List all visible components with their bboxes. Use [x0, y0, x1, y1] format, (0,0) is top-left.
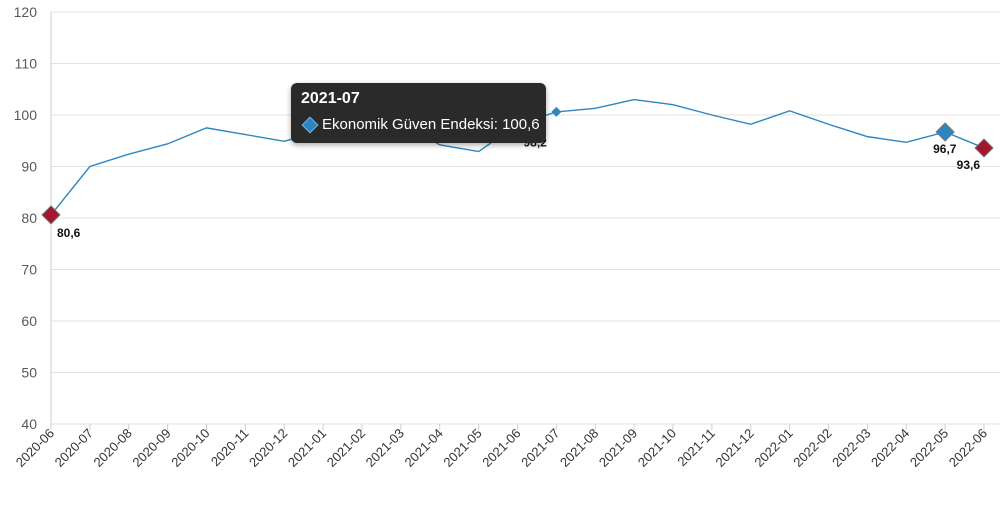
- x-tick-label: 2021-10: [635, 426, 679, 470]
- data-label: 93,6: [957, 158, 981, 172]
- tooltip-row: Ekonomik Güven Endeksi: 100,6: [301, 116, 540, 133]
- x-tick-label: 2021-06: [479, 426, 523, 470]
- y-tick-label: 40: [21, 416, 37, 432]
- data-point-marker[interactable]: [974, 138, 994, 158]
- x-tick-label: 2020-12: [246, 426, 290, 470]
- x-tick-label: 2021-12: [713, 426, 757, 470]
- x-tick-label: 2022-05: [907, 426, 951, 470]
- grid-lines: [50, 11, 1000, 425]
- x-tick-label: 2022-06: [946, 426, 990, 470]
- x-tick-label: 2020-08: [91, 426, 135, 470]
- tooltip-title: 2021-07: [301, 90, 360, 107]
- y-tick-label: 70: [21, 262, 37, 278]
- x-tick-label: 2020-11: [208, 426, 252, 470]
- x-tick-label: 2022-03: [829, 426, 873, 470]
- x-tick-label: 2022-02: [790, 426, 834, 470]
- x-axis-ticks: 2020-062020-072020-082020-092020-102020-…: [13, 424, 990, 470]
- x-tick-label: 2021-01: [285, 426, 329, 470]
- x-tick-label: 2021-11: [674, 426, 718, 470]
- y-tick-label: 50: [21, 365, 37, 381]
- data-point-marker[interactable]: [551, 106, 562, 117]
- y-tick-label: 60: [21, 313, 37, 329]
- x-tick-label: 2021-09: [596, 426, 640, 470]
- x-tick-label: 2021-04: [402, 426, 446, 470]
- y-axis-ticks: 40 50 60 70 80 90 100 110 120: [14, 4, 38, 432]
- x-tick-label: 2020-07: [52, 426, 96, 470]
- data-labels: 80,698,296,793,6: [57, 135, 980, 240]
- data-label: 80,6: [57, 226, 81, 240]
- y-tick-label: 100: [14, 107, 38, 123]
- tooltip-text: Ekonomik Güven Endeksi: 100,6: [322, 116, 540, 133]
- series-swatch-icon: [301, 116, 319, 133]
- data-label: 96,7: [933, 142, 957, 156]
- x-tick-label: 2021-03: [363, 426, 407, 470]
- y-tick-label: 120: [14, 4, 38, 20]
- data-point-marker[interactable]: [935, 122, 955, 142]
- data-point-marker[interactable]: [41, 205, 61, 225]
- x-tick-label: 2021-02: [324, 426, 368, 470]
- x-tick-label: 2022-04: [868, 426, 912, 470]
- x-tick-label: 2022-01: [751, 426, 795, 470]
- x-tick-label: 2021-05: [440, 426, 484, 470]
- chart-tooltip: 2021-07 Ekonomik Güven Endeksi: 100,6: [291, 83, 546, 143]
- x-tick-label: 2021-07: [518, 426, 562, 470]
- y-tick-label: 110: [15, 56, 38, 72]
- x-tick-label: 2020-10: [168, 426, 212, 470]
- y-tick-label: 90: [21, 159, 37, 175]
- y-tick-label: 80: [21, 210, 37, 226]
- x-tick-label: 2020-09: [129, 426, 173, 470]
- x-tick-label: 2021-08: [557, 426, 601, 470]
- x-tick-label: 2020-06: [13, 426, 57, 470]
